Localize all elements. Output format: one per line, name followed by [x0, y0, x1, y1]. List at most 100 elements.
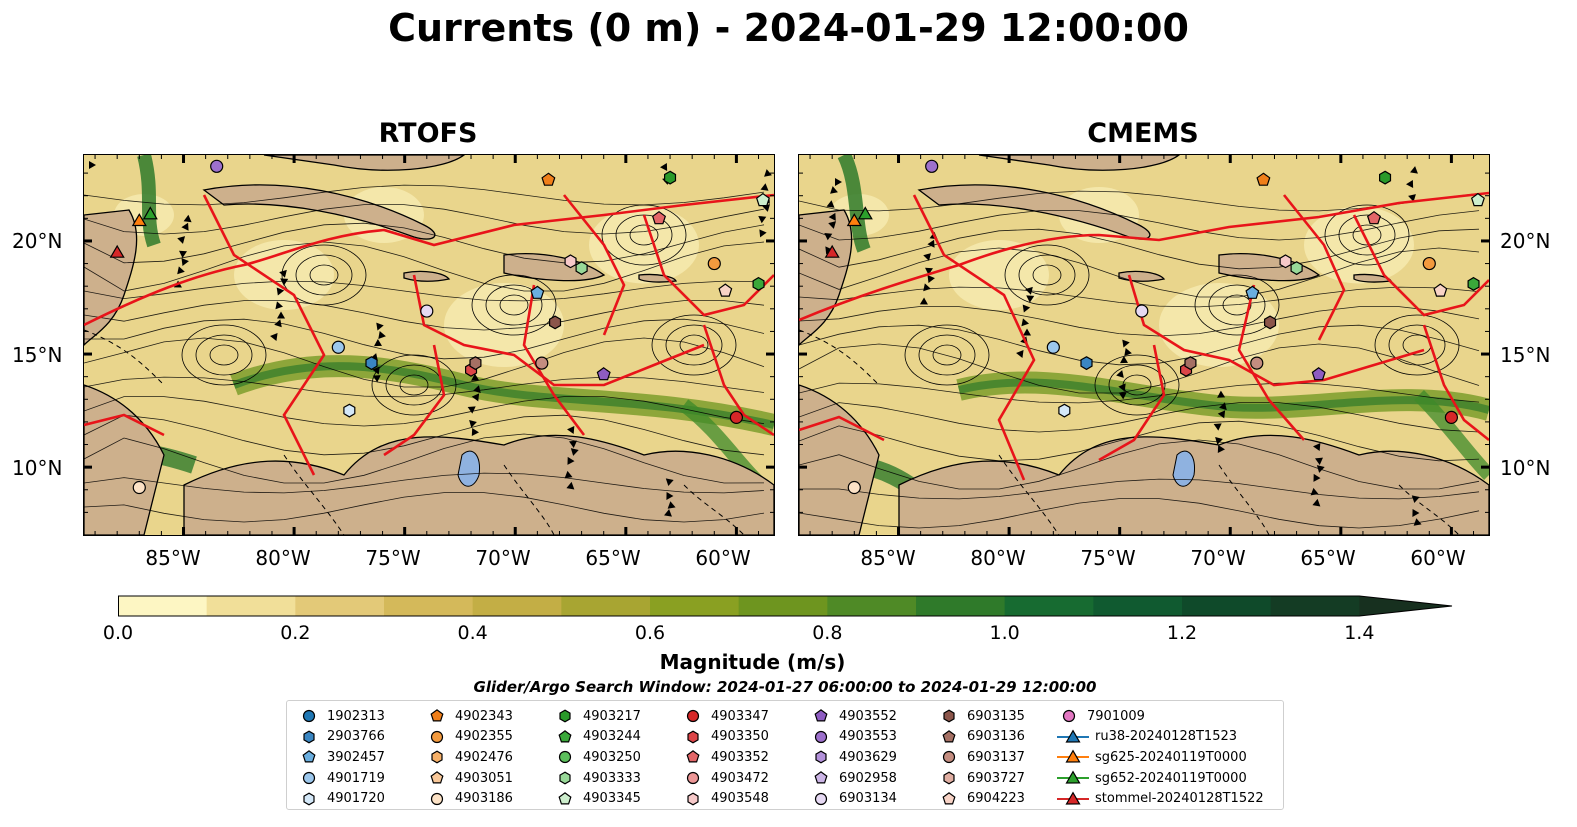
flow-arrow: [274, 319, 282, 328]
platform-marker: [707, 256, 721, 271]
flow-arrow: [372, 366, 380, 375]
legend-item: 2903766: [297, 727, 385, 748]
legend-marker: [559, 771, 571, 785]
legend-label: 4903552: [839, 708, 897, 724]
x-tick-label: 60°W: [1410, 546, 1466, 570]
eddy: [295, 254, 353, 296]
streamline: [799, 306, 1480, 337]
platform-marker: [718, 283, 733, 297]
platform-marker: [530, 285, 545, 299]
colorbar-segment: [472, 596, 562, 616]
legend-label: 4903217: [583, 708, 641, 724]
flow-arrow: [664, 509, 672, 517]
legend-label: 4903345: [583, 791, 641, 807]
flow-arrow: [177, 266, 185, 275]
legend-label: sg652-20240119T0000: [1095, 770, 1247, 786]
platform-marker: [925, 159, 939, 173]
legend-marker: [558, 791, 572, 805]
flow-arrow: [1315, 457, 1323, 465]
legend-label: 6903137: [967, 749, 1025, 765]
legend-marker: [1065, 791, 1081, 805]
legend-item: 4903347: [681, 706, 769, 727]
legend-column: 7901009 ru38-20240128T1523 sg625-20240119T…: [1057, 706, 1264, 809]
legend-item: 6902958: [809, 768, 897, 789]
land: [84, 209, 138, 346]
flow-arrow: [1120, 356, 1128, 364]
eddy: [1108, 364, 1166, 406]
flow-arrow: [469, 420, 477, 428]
legend-marker: [814, 709, 828, 722]
legend-marker: [303, 792, 315, 806]
panel-title-rtofs: RTOFS: [378, 118, 478, 149]
platform-marker: [1250, 356, 1264, 370]
x-tick-label: 85°W: [860, 546, 916, 570]
flow-arrow: [927, 275, 935, 283]
platform-marker: [1311, 367, 1326, 381]
streamline: [799, 210, 1480, 241]
legend-item: 4902355: [425, 727, 513, 748]
legend-marker: [943, 771, 955, 785]
flow-arrow: [1118, 392, 1127, 400]
colorbar-segment: [295, 596, 385, 616]
flow-arrow: [1124, 348, 1132, 356]
eddy: [499, 294, 529, 316]
legend-label: 4903472: [711, 770, 769, 786]
legend-label: 2903766: [327, 729, 385, 745]
streamline: [799, 439, 1480, 490]
colorbar-segment: [118, 596, 208, 616]
platform-marker: [755, 192, 770, 207]
legend-item: 7901009: [1057, 706, 1264, 727]
legend-marker: [558, 730, 572, 743]
eddy: [1388, 324, 1446, 366]
flow-arrow: [925, 267, 933, 275]
legend-item: 4901720: [297, 788, 385, 809]
eddy: [1032, 264, 1062, 286]
eddy: [1324, 204, 1410, 266]
streamline: [799, 478, 1480, 500]
colorbar-segment: [1004, 596, 1094, 616]
colorbar-tick-label: 1.0: [989, 622, 1020, 644]
flow-arrow: [835, 178, 842, 186]
colorbar-tick-label: 0.6: [634, 622, 666, 644]
flow-arrow: [1026, 295, 1035, 303]
streamline: [84, 433, 765, 484]
legend-item: 6903137: [937, 747, 1025, 768]
colorbar-segment: [1270, 596, 1360, 616]
border: [998, 454, 1060, 535]
colorbar-outline: [118, 595, 1453, 617]
legend-label: 1902313: [327, 708, 385, 724]
current-band: [137, 155, 161, 248]
legend-item: 6903135: [937, 706, 1025, 727]
flow-arrow: [372, 375, 381, 383]
border: [1398, 484, 1460, 535]
colorbar-segment: [916, 596, 1006, 616]
legend-marker: [1065, 770, 1081, 784]
platform-marker: [1467, 276, 1480, 291]
legend-item: 4903629: [809, 747, 897, 768]
legend-marker: [302, 750, 316, 763]
platform-marker: [752, 276, 765, 291]
flow-arrow: [1310, 487, 1319, 496]
eddy: [399, 374, 429, 396]
legend-label: stommel-20240128T1522: [1095, 791, 1264, 807]
border: [799, 329, 880, 386]
flow-arrow: [758, 215, 767, 224]
legend-marker: [1065, 749, 1081, 764]
platform-marker: [1080, 356, 1093, 371]
flow-arrow: [660, 163, 668, 171]
flow-arrow: [1217, 410, 1226, 419]
legend-column: 4903552 4903553 4903629 6902958 6903134: [809, 706, 897, 809]
eddy: [1004, 244, 1090, 306]
eddy: [209, 344, 239, 366]
legend-marker: [430, 709, 444, 722]
flow-arrow: [1219, 402, 1227, 411]
x-tick-label: 80°W: [255, 546, 311, 570]
x-tick-label: 70°W: [1190, 546, 1246, 570]
eddy: [1374, 314, 1460, 376]
legend-label: 4901720: [327, 791, 385, 807]
eddy: [1352, 224, 1382, 246]
y-tick-label: 10°N: [1500, 456, 1551, 480]
x-tick-label: 70°W: [475, 546, 531, 570]
legend-item: 4903217: [553, 706, 641, 727]
flow-arrow: [567, 426, 575, 434]
